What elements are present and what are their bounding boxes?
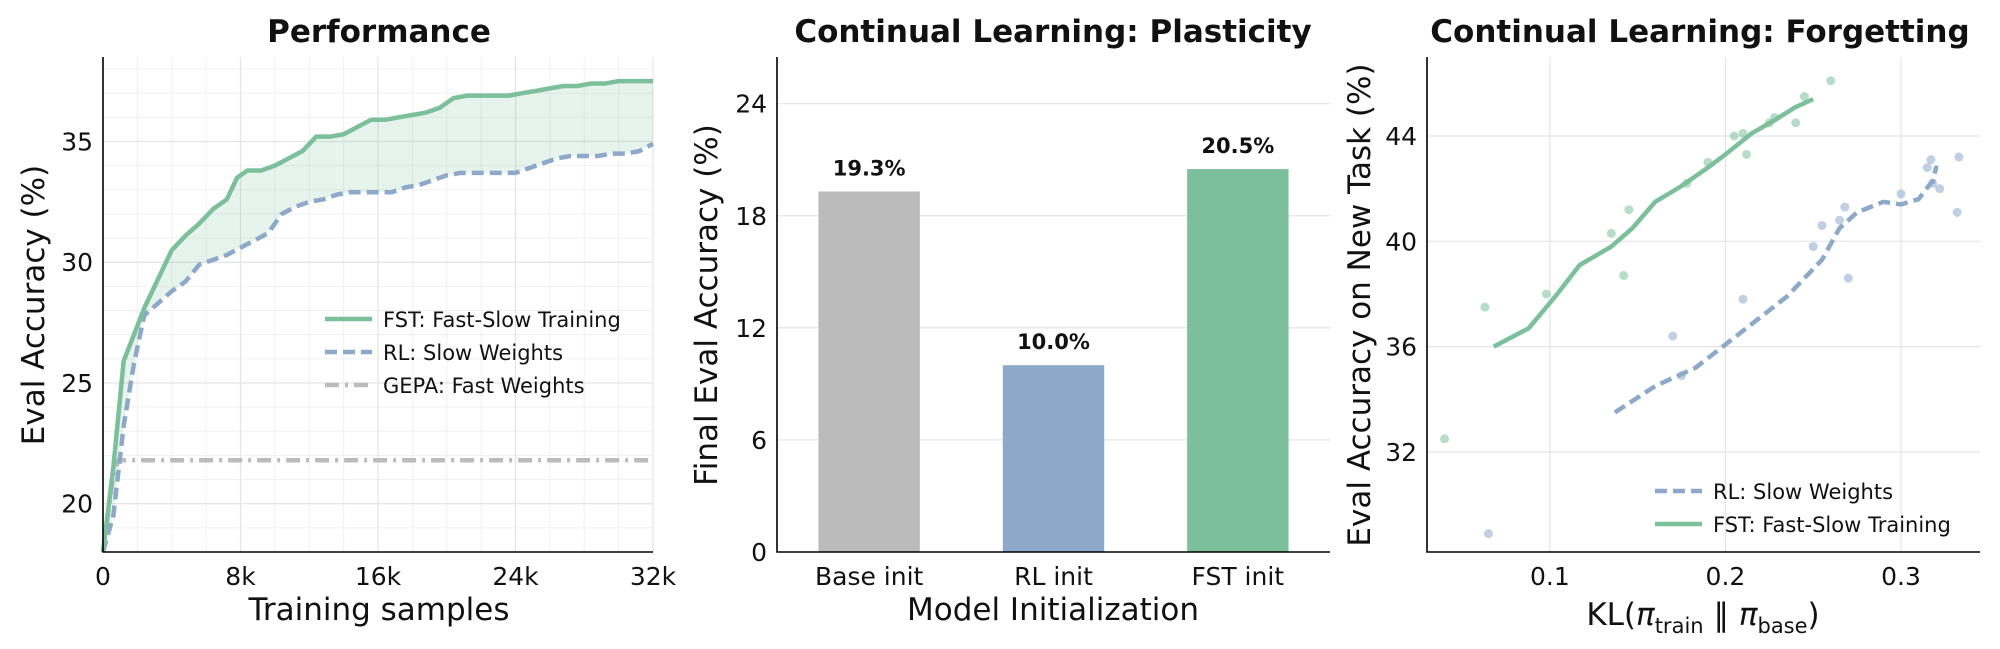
performance-legend: FST: Fast-Slow Training RL: Slow Weights…	[325, 308, 621, 398]
x-tick-label: 8k	[225, 562, 256, 591]
fst-point	[1624, 205, 1634, 215]
y-tick-label: 30	[61, 248, 93, 277]
fst-point	[1799, 91, 1809, 101]
rl-point	[1835, 215, 1845, 225]
fst-point	[1826, 76, 1836, 86]
forgetting-grid	[1427, 57, 1980, 552]
plasticity-xlabel: Model Initialization	[907, 592, 1199, 628]
legend-label-fst: FST: Fast-Slow Training	[383, 308, 621, 332]
y-tick-label: 20	[61, 490, 93, 519]
forgetting-ticks: 0.1 0.2 0.3 32 36 40 44	[1385, 122, 1921, 591]
fst-point	[1606, 228, 1616, 238]
rl-line	[100, 141, 655, 553]
x-tick-label: 16k	[355, 562, 402, 591]
y-tick-label: 40	[1385, 227, 1417, 256]
rl-point	[1922, 163, 1932, 173]
rl-point	[1817, 221, 1827, 231]
bar-value-label: 20.5%	[1201, 134, 1274, 158]
rl-point	[1738, 294, 1748, 304]
y-tick-label: 12	[735, 314, 767, 343]
y-tick-label: 25	[61, 369, 93, 398]
x-tick-label: 0.1	[1530, 562, 1570, 591]
performance-ylabel: Eval Accuracy (%)	[16, 165, 52, 445]
forgetting-xlabel: KL(πtrain ‖ πbase)	[1586, 597, 1819, 638]
forgetting-points	[1440, 76, 1964, 539]
fst-trend-line	[1492, 97, 1815, 349]
fst-point	[1742, 149, 1752, 159]
panel-forgetting: Continual Learning: Forgetting 0.1 0.2 0.3…	[1342, 14, 1980, 638]
x-tick-label: Base init	[815, 562, 924, 591]
fst-point	[1738, 128, 1748, 138]
plasticity-title: Continual Learning: Plasticity	[794, 14, 1311, 50]
fst-point	[1480, 302, 1490, 312]
y-tick-label: 24	[735, 90, 767, 119]
plasticity-axes	[776, 57, 1330, 553]
bar-value-label: 10.0%	[1017, 330, 1090, 354]
rl-point	[1843, 273, 1853, 283]
x-tick-label: FST init	[1192, 562, 1285, 591]
performance-xlabel: Training samples	[247, 592, 509, 628]
rl-point	[1808, 242, 1818, 252]
plasticity-ticks: 0 6 12 18 24 Base init RL init FST init	[735, 90, 1284, 591]
y-tick-label: 32	[1385, 438, 1417, 467]
fst-point	[1541, 289, 1551, 299]
rl-point	[1840, 202, 1850, 212]
x-tick-label: RL init	[1014, 562, 1093, 591]
y-tick-label: 35	[61, 128, 93, 157]
x-tick-label: 0.3	[1881, 562, 1921, 591]
bar-fst-init	[1187, 169, 1289, 552]
performance-lines	[100, 78, 655, 553]
fst-point	[1729, 131, 1739, 141]
panel-performance: Performance 0 8k 16k 24k 32k 20 25 30 35 Trainin…	[16, 14, 677, 628]
plasticity-bars: 19.3% 10.0% 20.5%	[818, 134, 1289, 552]
bar-value-label: 19.3%	[833, 156, 906, 180]
plasticity-ylabel: Final Eval Accuracy (%)	[689, 124, 725, 486]
gepa-line	[100, 457, 653, 553]
rl-point	[1668, 331, 1678, 341]
y-tick-label: 44	[1385, 122, 1417, 151]
performance-axes	[102, 57, 653, 553]
fst-point	[1619, 271, 1629, 281]
fst-line	[100, 78, 653, 553]
y-tick-label: 6	[751, 426, 767, 455]
performance-title: Performance	[267, 14, 491, 50]
rl-point	[1926, 155, 1936, 165]
legend-label-gepa: GEPA: Fast Weights	[383, 374, 585, 398]
x-tick-label: 0	[95, 562, 111, 591]
y-tick-label: 36	[1385, 333, 1417, 362]
y-tick-label: 18	[735, 202, 767, 231]
rl-point	[1935, 184, 1945, 194]
forgetting-lines	[1492, 97, 1939, 415]
bar-rl-init	[1002, 365, 1105, 552]
fst-point	[1440, 434, 1450, 444]
x-tick-label: 24k	[492, 562, 539, 591]
bar-base-init	[818, 191, 920, 552]
rl-point	[1954, 152, 1964, 162]
forgetting-title: Continual Learning: Forgetting	[1430, 14, 1969, 50]
forgetting-axes	[1426, 57, 1980, 553]
rl-point	[1896, 189, 1906, 199]
x-tick-label: 0.2	[1706, 562, 1746, 591]
rl-point	[1483, 529, 1493, 539]
forgetting-ylabel: Eval Accuracy on New Task (%)	[1342, 63, 1378, 546]
legend-label-rl-2: RL: Slow Weights	[1713, 480, 1893, 504]
fst-point	[1791, 118, 1801, 128]
panel-plasticity: Continual Learning: Plasticity 19.3% 10.0…	[689, 14, 1330, 628]
performance-shaded-gap	[103, 81, 653, 553]
rl-point	[1952, 207, 1962, 217]
legend-label-fst-2: FST: Fast-Slow Training	[1713, 513, 1951, 537]
x-tick-label: 32k	[630, 562, 677, 591]
performance-ticks: 0 8k 16k 24k 32k 20 25 30 35	[61, 128, 676, 591]
rl-trend-line	[1613, 165, 1939, 415]
legend-label-rl: RL: Slow Weights	[383, 341, 563, 365]
y-tick-label: 0	[751, 538, 767, 567]
forgetting-legend: RL: Slow Weights FST: Fast-Slow Training	[1655, 480, 1951, 537]
